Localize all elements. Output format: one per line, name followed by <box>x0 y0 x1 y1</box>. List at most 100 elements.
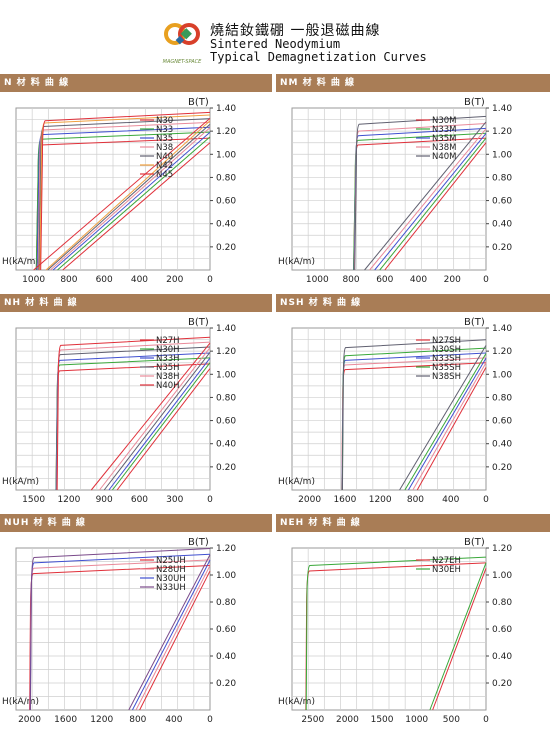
legend-entry: N30UH <box>156 574 186 584</box>
page-header: MAGNET-SPACE 燒結釹鐵硼 一般退磁曲線 Sintered Neody… <box>0 0 550 68</box>
legend-entry: N33UH <box>156 583 186 593</box>
chart-neh-material: 1.20 1.00 0.80 0.60 0.40 0.20 2500 2000 1500 1000… <box>278 537 512 725</box>
x-tick-label: 1600 <box>333 495 356 505</box>
series-line-b <box>52 131 211 271</box>
series-line-b <box>45 120 211 271</box>
series-line-b <box>131 559 211 711</box>
section-bar-nm: NM 材 料 曲 線 <box>276 74 550 92</box>
series-line-b <box>384 142 487 271</box>
section-bar-neh: NEH 材 料 曲 線 <box>276 514 550 532</box>
series-line-b <box>379 137 487 271</box>
x-tick-label: 500 <box>443 715 460 725</box>
y-tick-label: 1.20 <box>216 347 236 357</box>
y-tick-label: 1.20 <box>492 347 512 357</box>
series-line-b <box>57 136 211 271</box>
series-line-b <box>407 357 487 491</box>
series-line-j <box>56 336 211 491</box>
series-line-b <box>103 351 211 491</box>
series-line-b <box>404 353 487 491</box>
series-line-b <box>90 342 211 491</box>
x-tick-label: 900 <box>96 495 113 505</box>
series-line-b <box>364 121 487 271</box>
x-tick-label: 2000 <box>298 495 321 505</box>
legend-entry: N27H <box>156 336 180 346</box>
x-tick-label: 2000 <box>18 715 41 725</box>
series-line-b <box>416 367 487 491</box>
y-tick-label: 1.40 <box>216 104 236 114</box>
legend-entry: N30 <box>156 116 173 126</box>
x-axis-label: H(kA/m) <box>278 477 315 487</box>
chart-nsh-material: 1.40 1.20 1.00 0.80 0.60 0.40 0.20 2000 1600 1200… <box>278 317 512 505</box>
legend-entry: N38H <box>156 372 180 382</box>
x-tick-label: 1000 <box>306 275 329 285</box>
y-tick-label: 0.80 <box>492 173 512 183</box>
x-tick-label: 0 <box>207 275 213 285</box>
legend-entry: N33SH <box>432 354 461 364</box>
x-tick-label: 800 <box>129 715 146 725</box>
y-tick-label: 0.80 <box>216 598 236 608</box>
y-tick-label: 1.20 <box>216 127 236 137</box>
y-tick-label: 0.80 <box>216 173 236 183</box>
x-tick-label: 0 <box>207 715 213 725</box>
y-tick-label: 0.20 <box>492 679 512 689</box>
x-tick-label: 200 <box>444 275 461 285</box>
legend-entry: N38 <box>156 143 173 153</box>
series-line-b <box>369 128 487 271</box>
x-tick-label: 400 <box>165 715 182 725</box>
legend-entry: N35 <box>156 134 173 144</box>
y-tick-label: 0.60 <box>492 417 512 427</box>
x-tick-label: 2500 <box>301 715 324 725</box>
page-title-english-line2: Typical Demagnetization Curves <box>210 50 427 64</box>
y-tick-label: 1.00 <box>492 150 512 160</box>
x-tick-label: 0 <box>483 495 489 505</box>
legend-entry: N35H <box>156 363 180 373</box>
series-line-j <box>341 339 487 491</box>
series-line-j <box>354 115 487 271</box>
x-tick-label: 1600 <box>54 715 77 725</box>
y-tick-label: 0.40 <box>492 440 512 450</box>
x-axis-label: H(kA/m) <box>278 257 315 267</box>
y-tick-label: 1.00 <box>216 150 236 160</box>
section-bar-nh: NH 材 料 曲 線 <box>0 294 272 312</box>
x-tick-label: 600 <box>131 495 148 505</box>
series-line-b <box>374 133 487 271</box>
y-tick-label: 0.60 <box>492 197 512 207</box>
series-line-b <box>128 554 211 711</box>
y-tick-label: 0.20 <box>492 243 512 253</box>
legend-entry: N25UH <box>156 556 186 566</box>
chart-nm-material: 1.40 1.20 1.00 0.80 0.60 0.40 0.20 1000 800 600 40… <box>278 97 512 285</box>
series-line-b <box>112 362 211 491</box>
series-line-b <box>412 362 487 491</box>
legend-entry: N33M <box>432 125 457 135</box>
series-line-b <box>50 127 211 271</box>
y-tick-label: 0.20 <box>216 243 236 253</box>
x-tick-label: 2000 <box>336 715 359 725</box>
section-bar-nuh: NUH 材 料 曲 線 <box>0 514 272 532</box>
legend-entry: N30M <box>432 116 457 126</box>
series-line-j <box>29 548 211 711</box>
legend-entry: N27EH <box>432 556 461 566</box>
y-tick-label: 1.20 <box>216 544 236 554</box>
svg-text:MAGNET-SPACE: MAGNET-SPACE <box>163 59 203 65</box>
chart-nh-material: 1.40 1.20 1.00 0.80 0.60 0.40 0.20 1500 1200 900 6… <box>2 317 236 505</box>
y-tick-label: 1.20 <box>492 127 512 137</box>
y-tick-label: 0.20 <box>492 463 512 473</box>
y-axis-label: B(T) <box>188 317 209 328</box>
legend-entry: N30SH <box>432 345 461 355</box>
x-tick-label: 800 <box>342 275 359 285</box>
page-title-chinese: 燒結釹鐵硼 一般退磁曲線 <box>210 23 381 39</box>
series-line-b <box>47 123 211 271</box>
y-tick-label: 1.20 <box>492 544 512 554</box>
x-tick-label: 1200 <box>90 715 113 725</box>
y-tick-label: 0.20 <box>216 679 236 689</box>
y-tick-label: 0.60 <box>216 197 236 207</box>
y-axis-label: B(T) <box>464 317 485 328</box>
y-tick-label: 0.60 <box>216 417 236 427</box>
series-line-b <box>432 568 487 711</box>
y-tick-label: 0.20 <box>216 463 236 473</box>
y-axis-label: B(T) <box>188 537 209 548</box>
series-line-b <box>139 570 211 711</box>
y-tick-label: 1.40 <box>216 324 236 334</box>
legend-entry: N27SH <box>432 336 461 346</box>
x-tick-label: 1200 <box>57 495 80 505</box>
